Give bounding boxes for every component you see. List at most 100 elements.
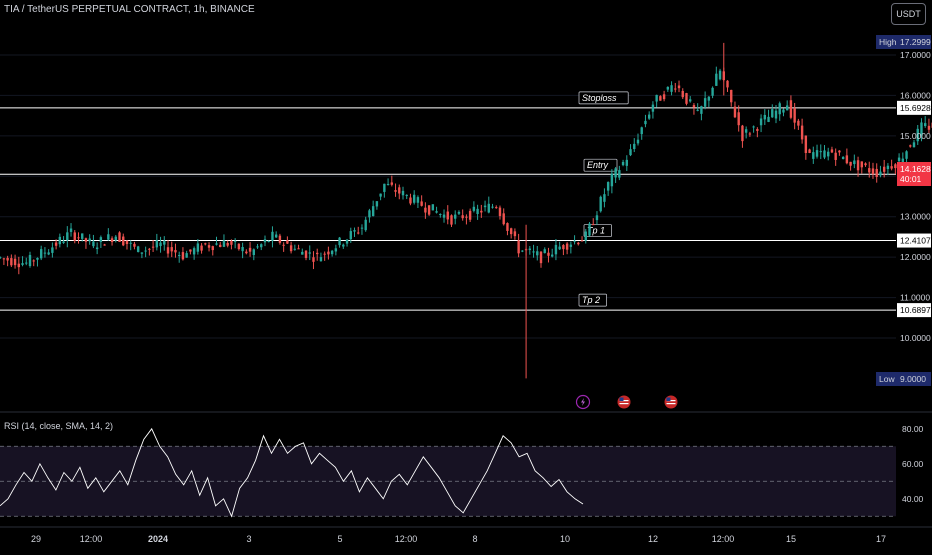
candle-body [495,207,498,209]
candle-body [398,187,401,194]
candle-body [543,249,546,254]
candle-body [916,128,919,142]
candle-body [633,143,636,150]
candle-body [584,231,587,241]
current-price-countdown: 40:01 [900,174,922,184]
candle-body [252,249,255,255]
candle-body [800,125,804,140]
level-lines: Stoploss Entry Tp 1 Tp 2 [0,91,896,311]
candle-body [599,196,602,212]
candle-body [692,105,696,108]
time-axis[interactable]: 29 12:00 2024 3 5 12:00 8 10 12 12:00 15 17 [0,526,932,544]
candle-body [386,183,390,185]
candle-body [73,232,76,241]
candle-body [711,87,714,96]
candle-body [748,133,752,135]
candle-body [442,214,446,218]
candle-body [793,108,796,123]
candle-body [323,253,326,255]
level-value-tag [897,100,931,115]
candle-body [103,244,106,246]
candle-body [483,205,487,208]
candle-body [159,242,162,247]
price-axis[interactable]: 10.000011.000012.000013.000014.000015.00… [876,35,931,386]
candle-body [2,258,6,260]
candle-body [267,241,270,243]
level-value-tag [897,233,931,248]
candle-body [573,240,576,242]
us-flag-icon[interactable] [617,395,631,409]
candle-body [308,252,311,254]
time-tick-label: 12:00 [395,534,418,544]
candle-body [651,104,655,112]
candle-body [282,244,285,246]
rsi-line [0,427,584,518]
candle-body [140,252,144,254]
candle-body [304,250,308,258]
candle-body [69,228,73,232]
candle-body [36,257,39,260]
candle-body [233,240,237,242]
candle-body [427,205,431,215]
candle-body [189,249,192,252]
candle-body [47,252,50,255]
candle-body [618,170,621,178]
candle-body [509,228,513,235]
currency-button[interactable]: USDT [891,3,926,25]
candle-body [823,150,826,158]
candle-body [420,201,423,206]
candle-body [278,235,282,243]
candle-body [577,242,580,245]
candle-body [409,197,412,204]
candle-body [293,248,297,250]
candle-body [562,245,565,250]
candle-body [603,194,606,202]
candle-body [181,252,185,260]
candle-body [185,253,188,258]
level-value-tag [897,303,931,318]
candle-body [207,245,211,248]
candle-body [491,206,494,208]
candle-body [435,211,438,213]
candle-body [521,250,524,252]
candle-body [319,257,323,262]
candle-body [170,247,173,252]
lightning-icon[interactable] [575,394,591,410]
candle-body [316,252,319,255]
candle-body [737,112,740,126]
candle-body [211,246,214,251]
candle-body [327,251,330,255]
candle-body [349,231,352,240]
candle-body [905,151,908,159]
candle-body [166,247,170,254]
candle-body [371,206,375,217]
candle-body [890,166,893,169]
time-tick-label: 29 [31,534,41,544]
candle-body [912,142,916,148]
candle-body [144,250,147,252]
candle-body [99,237,103,242]
time-tick-label: 8 [472,534,477,544]
candle-body [122,236,125,246]
candle-body [155,240,159,248]
level-value-text: 15.6928 [900,103,931,113]
us-flag-icon[interactable] [664,395,678,409]
candle-body [148,248,151,250]
candle-body [412,194,416,203]
candle-body [10,258,13,266]
candle-body [25,262,28,264]
candle-body [110,238,114,243]
event-icons[interactable] [575,394,678,410]
candle-body [476,208,479,214]
candle-body [345,239,349,244]
candle-body [565,243,569,250]
candle-body [375,201,379,207]
candle-body [289,245,293,252]
candle-body [666,86,670,90]
candle-body [13,258,17,266]
candle-body [353,230,356,232]
price-tick-label: 12.0000 [900,252,931,262]
candle-body [726,80,729,88]
candle-body [222,240,226,247]
